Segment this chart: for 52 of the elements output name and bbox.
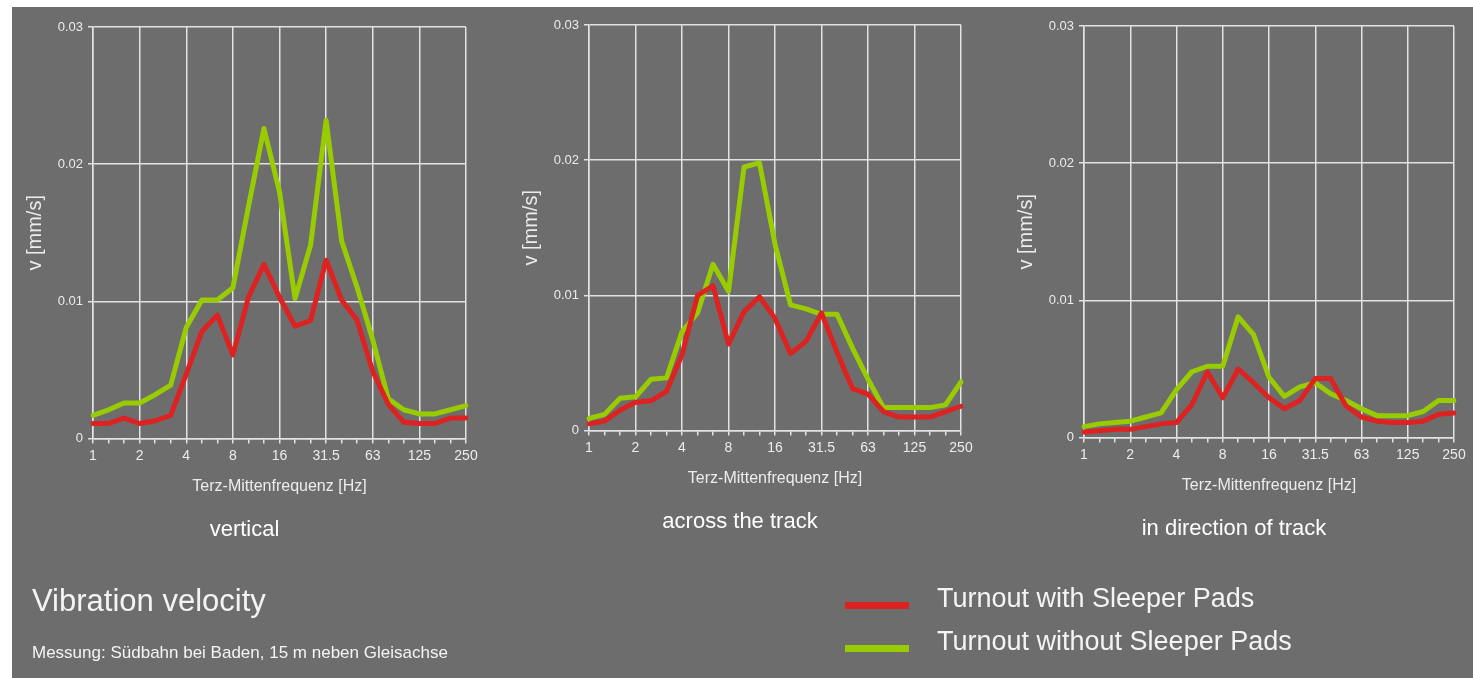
x-axis-title: Terz-Mittenfrequenz [Hz] bbox=[1181, 476, 1357, 494]
x-tick-label: 250 bbox=[949, 438, 973, 455]
x-tick-label: 2 bbox=[631, 438, 640, 455]
x-tick-label: 16 bbox=[1261, 445, 1277, 462]
x-tick-label: 63 bbox=[364, 446, 381, 463]
x-tick-label: 2 bbox=[135, 446, 144, 463]
legend-label: Turnout without Sleeper Pads bbox=[937, 626, 1292, 657]
text: across the track bbox=[662, 507, 819, 533]
text: Messung: Südbahn bei Baden, 15 m neben Gleisachse bbox=[32, 643, 448, 663]
y-axis-title: v [mm/s] bbox=[1013, 194, 1036, 270]
x-tick-label: 8 bbox=[228, 446, 237, 463]
x-axis-title: Terz-Mittenfrequenz [Hz] bbox=[687, 469, 863, 487]
y-tick-label: 0 bbox=[75, 430, 83, 446]
x-tick-label: 1 bbox=[89, 446, 98, 463]
x-tick-label: 1 bbox=[1080, 445, 1089, 462]
x-tick-label: 250 bbox=[1442, 445, 1466, 462]
y-tick-label: 0.01 bbox=[553, 286, 579, 302]
x-tick-label: 31.5 bbox=[312, 446, 340, 463]
x-tick-label: 4 bbox=[1172, 445, 1181, 462]
x-tick-label: 250 bbox=[454, 446, 478, 463]
x-tick-label: 8 bbox=[1218, 445, 1227, 462]
y-tick-label: 0 bbox=[571, 422, 579, 438]
x-tick-label: 31.5 bbox=[807, 438, 836, 455]
x-tick-label: 8 bbox=[724, 438, 733, 455]
x-tick-label: 16 bbox=[271, 446, 288, 463]
x-axis-title: Terz-Mittenfrequenz [Hz] bbox=[192, 477, 367, 495]
text: in direction of track bbox=[1141, 514, 1328, 540]
x-tick-label: 31.5 bbox=[1301, 445, 1330, 462]
y-tick-label: 0.02 bbox=[57, 155, 83, 171]
legend-label: Turnout with Sleeper Pads bbox=[937, 583, 1255, 614]
x-tick-label: 63 bbox=[1353, 445, 1370, 462]
y-axis-title: v [mm/s] bbox=[22, 195, 45, 271]
text: vertical bbox=[209, 515, 280, 541]
text: Vibration velocity bbox=[32, 582, 266, 620]
y-axis-title: v [mm/s] bbox=[518, 190, 541, 266]
x-tick-label: 2 bbox=[1126, 445, 1135, 462]
x-tick-label: 125 bbox=[407, 446, 432, 463]
x-tick-label: 4 bbox=[678, 438, 687, 455]
x-tick-label: 63 bbox=[860, 438, 876, 455]
y-tick-label: 0.02 bbox=[1048, 154, 1074, 170]
y-tick-label: 0.01 bbox=[57, 292, 83, 308]
x-tick-label: 125 bbox=[902, 438, 927, 455]
x-tick-label: 1 bbox=[585, 438, 594, 455]
y-tick-label: 0.03 bbox=[57, 18, 83, 34]
y-tick-label: 0.01 bbox=[1048, 291, 1074, 307]
x-tick-label: 16 bbox=[767, 438, 783, 455]
y-tick-label: 0 bbox=[1066, 429, 1074, 445]
x-tick-label: 4 bbox=[182, 446, 191, 463]
y-tick-label: 0.03 bbox=[1048, 17, 1074, 33]
x-tick-label: 125 bbox=[1396, 445, 1420, 462]
y-tick-label: 0.03 bbox=[553, 16, 579, 32]
y-tick-label: 0.02 bbox=[553, 151, 579, 167]
